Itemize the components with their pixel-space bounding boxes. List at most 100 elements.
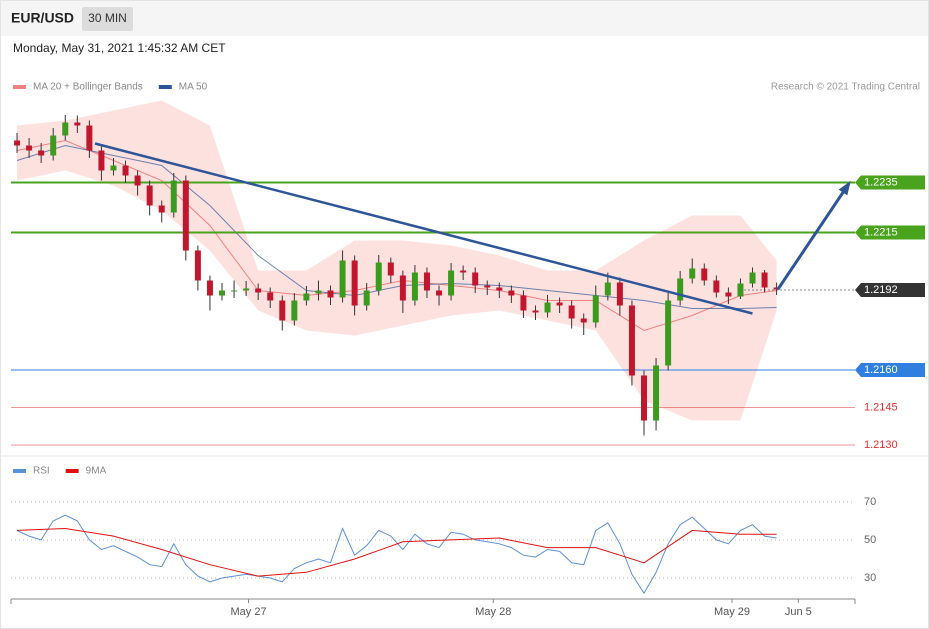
candle-body xyxy=(14,140,21,146)
level-label: 1.2215 xyxy=(864,226,898,238)
candle-body xyxy=(219,290,225,296)
candle-body xyxy=(653,365,660,421)
legend-swatch xyxy=(158,85,172,89)
candle-body xyxy=(544,302,551,313)
symbol: EUR/USD xyxy=(11,10,74,26)
candle-body xyxy=(472,272,479,286)
arrow-head xyxy=(838,181,851,196)
candle-body xyxy=(737,283,744,297)
ma9-line xyxy=(16,527,777,577)
candle-body xyxy=(399,275,406,301)
candle-body xyxy=(74,122,81,126)
candle-body xyxy=(86,125,93,151)
legend-label: MA 50 xyxy=(179,82,208,93)
candle-body xyxy=(580,318,587,323)
candle-body xyxy=(749,272,756,284)
legend-swatch xyxy=(13,85,26,89)
candle-body xyxy=(98,150,105,171)
candle-body xyxy=(628,305,635,376)
candle-body xyxy=(62,122,69,136)
level-label-box xyxy=(855,175,925,190)
x-tick-label: May 28 xyxy=(475,606,511,618)
timestamp: Monday, May 31, 2021 1:45:32 AM CET xyxy=(13,41,226,55)
candle-body xyxy=(291,300,298,321)
candle-body xyxy=(411,272,418,301)
candle-body xyxy=(604,282,611,296)
candle-body xyxy=(243,288,250,291)
y-tick-label: 30 xyxy=(864,572,876,584)
candle-body xyxy=(568,305,575,319)
legend-label: RSI xyxy=(33,466,50,477)
candle-body xyxy=(38,150,45,156)
bollinger-band xyxy=(17,100,777,421)
candle-body xyxy=(255,288,262,293)
level-label: 1.2130 xyxy=(864,439,898,451)
candle-body xyxy=(689,268,696,279)
candle-body xyxy=(134,175,141,186)
candle-body xyxy=(496,287,503,291)
candle-body xyxy=(267,292,274,301)
candle-body xyxy=(122,165,129,176)
candle-body xyxy=(303,293,310,301)
level-label: 1.2192 xyxy=(864,284,898,296)
candle-body xyxy=(773,287,780,290)
x-tick-label: May 27 xyxy=(230,606,266,618)
candle-body xyxy=(110,165,117,171)
level-label-box xyxy=(855,283,925,297)
level-label: 1.2160 xyxy=(864,364,898,376)
trendline xyxy=(94,142,753,315)
candle-body xyxy=(592,295,599,323)
candle-body xyxy=(194,250,201,281)
candle-body xyxy=(231,290,238,292)
candle-body xyxy=(725,292,732,297)
legend-swatch xyxy=(65,469,79,473)
candle-body xyxy=(182,180,189,251)
header-bar xyxy=(1,1,928,36)
candle-body xyxy=(351,260,358,306)
legend-label: MA 20 + Bollinger Bands xyxy=(33,82,143,93)
level-label: 1.2235 xyxy=(864,176,898,188)
y-tick-label: 50 xyxy=(864,534,876,546)
x-tick-label: Jun 5 xyxy=(785,606,812,618)
candle-body xyxy=(520,295,527,311)
candle-body xyxy=(158,205,165,213)
candle-body xyxy=(315,290,322,294)
candle-body xyxy=(327,290,334,298)
candle-body xyxy=(677,278,684,301)
candle-body xyxy=(339,260,346,298)
candle-body xyxy=(460,270,467,273)
candle-body xyxy=(423,272,430,291)
candle-body xyxy=(206,280,213,296)
candle-body xyxy=(26,145,33,151)
candle-body xyxy=(484,285,491,288)
level-label-box xyxy=(855,225,925,240)
candle-body xyxy=(387,262,394,276)
candle-body xyxy=(146,185,153,206)
rsi-line xyxy=(16,514,777,595)
candle-body xyxy=(508,290,515,296)
candle-body xyxy=(761,272,768,288)
candle-body xyxy=(50,135,57,156)
legend-label: 9MA xyxy=(86,466,107,477)
candle-body xyxy=(170,180,177,213)
candle-body xyxy=(641,375,647,421)
candle-body xyxy=(436,290,443,296)
candle-body xyxy=(375,262,382,291)
candle-body xyxy=(279,300,286,321)
x-tick-label: May 29 xyxy=(714,606,750,618)
candle-body xyxy=(701,268,708,281)
interval: 30 MIN xyxy=(88,11,127,25)
interval-badge xyxy=(82,7,133,31)
candle-body xyxy=(556,302,563,306)
projection-arrow xyxy=(776,182,851,291)
candle-body xyxy=(448,270,455,296)
candle-body xyxy=(616,282,623,306)
level-label-box xyxy=(855,363,925,377)
candle-body xyxy=(532,310,539,313)
level-label: 1.2145 xyxy=(864,401,898,413)
y-tick-label: 70 xyxy=(864,496,876,508)
legend-swatch xyxy=(13,469,26,473)
